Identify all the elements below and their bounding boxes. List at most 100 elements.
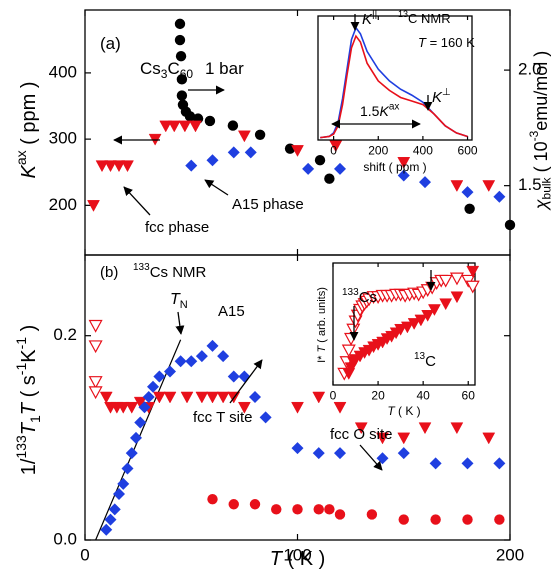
label: 13C NMR [398,9,451,26]
point [164,365,176,378]
point [466,265,480,278]
point [88,386,103,400]
point [180,391,194,404]
point [312,391,326,404]
point [292,504,303,515]
point [104,160,117,173]
label-part: ax [13,150,29,165]
point [450,422,464,435]
point [414,314,428,327]
point [461,457,474,470]
x-tick-label: 200 [496,546,524,565]
point [429,457,442,470]
point [397,432,411,445]
point [87,200,100,212]
point [99,391,113,404]
label: 133Cs NMR [133,262,207,281]
label: I* T ( arb. units) [316,287,328,363]
label-part: 1 bar [205,59,244,78]
label-part: || [372,9,377,20]
point [125,401,139,414]
label-part: -1 [13,337,29,350]
point [302,162,315,175]
label-part: T [270,548,284,570]
point [312,447,325,460]
label-part: K [379,103,389,119]
point [108,503,121,516]
label-part: I [316,360,328,363]
label-part: K [18,349,40,363]
label-part: Cs [140,59,161,78]
label-part: K [362,11,373,28]
point [254,129,266,141]
point [462,514,473,525]
point [176,74,188,85]
x-tick-label: 600 [458,144,478,158]
point [419,176,431,189]
point [421,310,435,322]
point [394,323,408,336]
point [397,157,411,169]
point [217,350,230,363]
label-part: fcc T site [193,409,252,426]
point [113,488,125,501]
y2-tick-label: 2.0 [518,60,542,79]
point [88,319,103,333]
label: shift ( ppm ) [363,160,426,174]
point [195,350,208,363]
point [121,462,134,475]
point [184,111,196,122]
point [227,146,240,159]
arrow [359,444,383,471]
point [438,274,453,288]
label-part: Cs [359,289,377,306]
point [206,339,219,352]
point [167,120,181,133]
point [259,411,272,424]
label-part: ( K ) [395,404,421,418]
point [100,523,113,536]
arrow [123,186,151,216]
point [88,376,103,389]
point [493,457,506,470]
label-part: (b) [100,264,118,281]
label-part: 1.5 [360,103,380,119]
label-part: Cs NMR [150,264,207,281]
label-part: ax [389,101,400,112]
plot-frame [317,15,473,141]
label-part: ) [18,325,40,337]
label-part: ( arb. units) [316,287,328,346]
point [439,298,453,311]
label-part: K [18,164,40,179]
label-part: 60 [180,67,194,81]
point [195,391,209,404]
point [494,514,505,525]
point [430,514,441,525]
label: Cs3C60 [140,59,193,81]
x-tick-label: 400 [413,144,433,158]
x-tick-label: 200 [368,144,388,158]
label: A15 [218,303,245,320]
point [344,332,359,346]
point [174,34,186,46]
y-tick-label: 0.2 [53,325,77,344]
label-part: C [167,59,179,78]
point [207,493,218,505]
x-tick-label: 100 [283,546,311,565]
point [482,432,496,445]
y2-tick-label: 1.5 [518,175,542,194]
label-part: T [18,421,40,435]
point [465,280,480,294]
label-part: T [170,291,181,308]
point [104,513,117,526]
label: T ( K ) [387,404,420,418]
label: 1/133T1T ( s-1K-1 ) [13,325,43,476]
point [329,140,343,153]
label-part: 3 [161,67,168,81]
point [291,145,304,157]
point [237,401,251,414]
point [450,180,464,192]
label-part: 1/ [18,458,40,475]
point [418,422,432,435]
label-part: ( s [18,375,40,403]
